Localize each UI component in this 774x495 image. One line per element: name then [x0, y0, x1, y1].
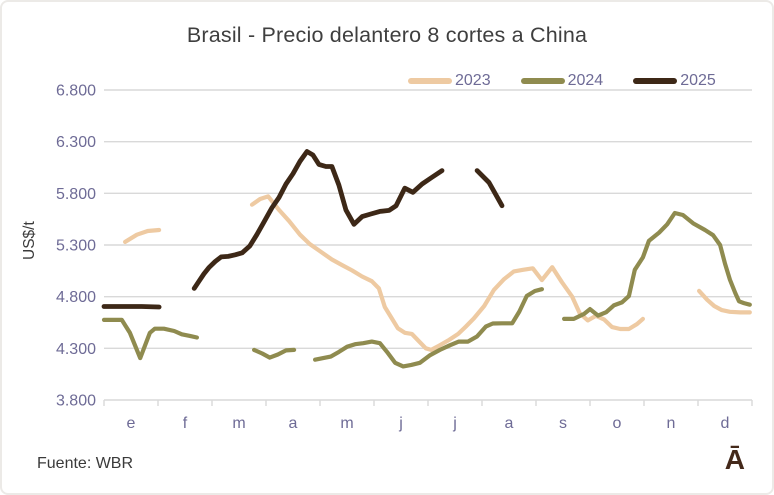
- x-month-label: a: [505, 415, 514, 432]
- legend-item-2024: 2024: [520, 72, 604, 90]
- x-month-label: s: [559, 415, 567, 432]
- chart-title: Brasil - Precio delantero 8 cortes a Chi…: [186, 23, 588, 47]
- legend-swatch-2025: [633, 78, 678, 84]
- x-month-label: e: [127, 415, 136, 432]
- y-tick-label: 3.800: [56, 393, 96, 410]
- x-month-label: o: [613, 415, 622, 432]
- x-month-label: f: [183, 415, 188, 432]
- x-month-label: j: [452, 415, 457, 432]
- y-axis-title: US$/t: [21, 221, 38, 260]
- y-tick-label: 6.800: [56, 83, 96, 100]
- series-line-2024: [561, 210, 752, 321]
- source-note: Fuente: WBR: [37, 455, 134, 472]
- y-tick-label: 5.300: [56, 238, 96, 255]
- x-month-label: d: [721, 415, 730, 432]
- y-tick-label: 4.300: [56, 341, 96, 358]
- y-tick-label: 6.300: [56, 134, 96, 151]
- legend-swatch-2023: [408, 78, 452, 84]
- series-line-2025: [191, 149, 445, 291]
- x-month-label: m: [340, 415, 353, 432]
- y-tick-label: 4.800: [56, 289, 96, 306]
- legend-item-2025: 2025: [633, 72, 716, 90]
- legend-item-2023: 2023: [408, 72, 491, 90]
- legend: 2023 2024 2025: [408, 72, 716, 90]
- legend-swatch-2024: [520, 78, 565, 84]
- series-line-2024: [252, 347, 297, 360]
- series-line-2025: [101, 304, 162, 310]
- series-line-2023: [696, 288, 752, 315]
- legend-label-2025: 2025: [680, 72, 716, 89]
- x-month-label: m: [232, 415, 245, 432]
- series-line-2023: [249, 194, 646, 352]
- brand-logo-icon: Ā: [724, 444, 745, 475]
- y-tick-label: 5.800: [56, 186, 96, 203]
- legend-label-2024: 2024: [567, 72, 604, 89]
- series-line-2024: [313, 287, 545, 369]
- series-line-2023: [122, 227, 162, 244]
- x-month-label: j: [398, 415, 403, 432]
- x-month-label: n: [667, 415, 676, 432]
- legend-label-2023: 2023: [455, 72, 491, 89]
- series-line-2025: [474, 168, 505, 209]
- x-month-label: a: [289, 415, 298, 432]
- series-line-2024: [101, 317, 199, 361]
